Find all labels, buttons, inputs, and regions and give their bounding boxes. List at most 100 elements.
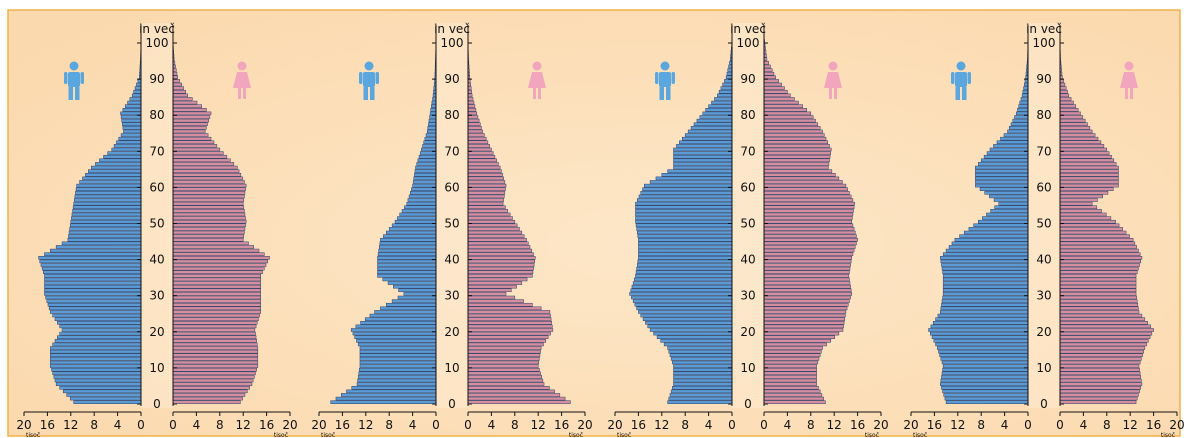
female-bar <box>1059 324 1151 329</box>
male-bar <box>74 198 142 202</box>
female-bar <box>1059 266 1139 271</box>
female-bar <box>1059 277 1137 282</box>
male-bar <box>358 371 437 376</box>
male-bar <box>357 378 437 383</box>
male-bar <box>45 295 142 300</box>
female-bar <box>172 118 209 123</box>
female-bar <box>467 328 554 332</box>
male-bar <box>360 321 437 325</box>
male-bar <box>50 346 142 350</box>
age-tick-label: 10 <box>1036 361 1051 375</box>
male-bar <box>356 339 437 343</box>
female-bar <box>172 324 257 329</box>
male-bar <box>631 295 733 300</box>
female-bar <box>172 71 178 76</box>
male-bar <box>68 234 142 238</box>
male-bar <box>399 212 437 217</box>
male-bar <box>69 396 142 401</box>
female-bar <box>1059 386 1141 390</box>
male-bar <box>44 288 142 293</box>
female-bar <box>763 263 851 267</box>
female-bar <box>172 306 261 311</box>
male-bar <box>975 173 1029 177</box>
male-bar <box>330 400 437 404</box>
female-bar <box>1059 302 1139 307</box>
female-bar <box>763 227 855 231</box>
female-bar <box>763 339 831 343</box>
male-bar <box>388 227 437 231</box>
male-bar <box>359 357 437 361</box>
female-bar <box>172 299 261 303</box>
male-bar <box>672 360 733 365</box>
male-bar <box>935 317 1029 321</box>
x-tick-label: 8 <box>385 418 393 432</box>
female-bar <box>1059 284 1137 289</box>
male-bar <box>943 393 1029 397</box>
male-bar <box>401 209 437 213</box>
male-bar <box>364 317 437 321</box>
female-bar <box>1059 158 1115 163</box>
age-tick-label: 80 <box>444 108 459 122</box>
female-bar <box>467 241 529 246</box>
female-bar <box>763 393 823 397</box>
female-bar <box>763 281 851 285</box>
age-tick-label: 70 <box>444 144 459 158</box>
female-bar <box>172 89 186 94</box>
female-bar <box>763 245 856 249</box>
x-tick-label: 8 <box>807 418 815 432</box>
female-bar <box>467 133 485 137</box>
male-bar <box>941 302 1029 307</box>
male-bar <box>61 241 142 246</box>
female-bar <box>1059 191 1109 195</box>
female-bar <box>172 367 257 372</box>
female-bar <box>1059 263 1140 267</box>
male-bar <box>973 223 1029 228</box>
female-bar <box>172 256 270 260</box>
x-tick-label: 8 <box>977 418 985 432</box>
male-bar <box>942 364 1029 368</box>
x-tick-label: 12 <box>1123 418 1138 432</box>
male-bar <box>647 324 733 329</box>
male-bar <box>379 241 437 246</box>
age-axis-column <box>436 23 468 408</box>
male-bar <box>699 115 733 119</box>
female-bar <box>763 349 822 354</box>
female-bar <box>763 100 799 105</box>
male-bar <box>975 180 1029 184</box>
male-bar <box>942 270 1029 274</box>
age-tick-label: 0 <box>1040 397 1048 411</box>
female-bar <box>467 169 502 173</box>
male-bar <box>79 180 142 184</box>
male-bar <box>50 360 142 365</box>
x-tick-label: 4 <box>1001 418 1009 432</box>
male-bar <box>942 288 1029 293</box>
female-bar <box>763 216 853 220</box>
male-bar <box>429 111 437 116</box>
male-bar <box>75 187 142 191</box>
male-bar <box>50 349 142 354</box>
male-bar <box>352 331 437 336</box>
male-bar <box>107 151 142 155</box>
male-bar <box>355 324 437 329</box>
male-bar <box>356 382 437 386</box>
female-bar <box>1059 241 1136 246</box>
male-bar <box>673 371 733 376</box>
male-bar <box>412 180 437 184</box>
male-bar <box>670 357 733 361</box>
female-bar <box>1059 237 1134 242</box>
male-bar <box>726 71 733 76</box>
male-bar <box>672 386 733 390</box>
female-bar <box>1059 306 1139 311</box>
female-bar <box>1059 389 1140 394</box>
male-bar <box>1022 89 1029 94</box>
female-bar <box>467 353 541 358</box>
female-bar <box>1059 335 1151 339</box>
female-bar <box>467 346 542 350</box>
male-bar <box>383 234 437 238</box>
female-bar <box>467 396 566 401</box>
male-bar <box>74 194 142 199</box>
female-bar <box>172 223 246 228</box>
female-bar <box>172 382 253 386</box>
male-bar <box>669 353 733 358</box>
